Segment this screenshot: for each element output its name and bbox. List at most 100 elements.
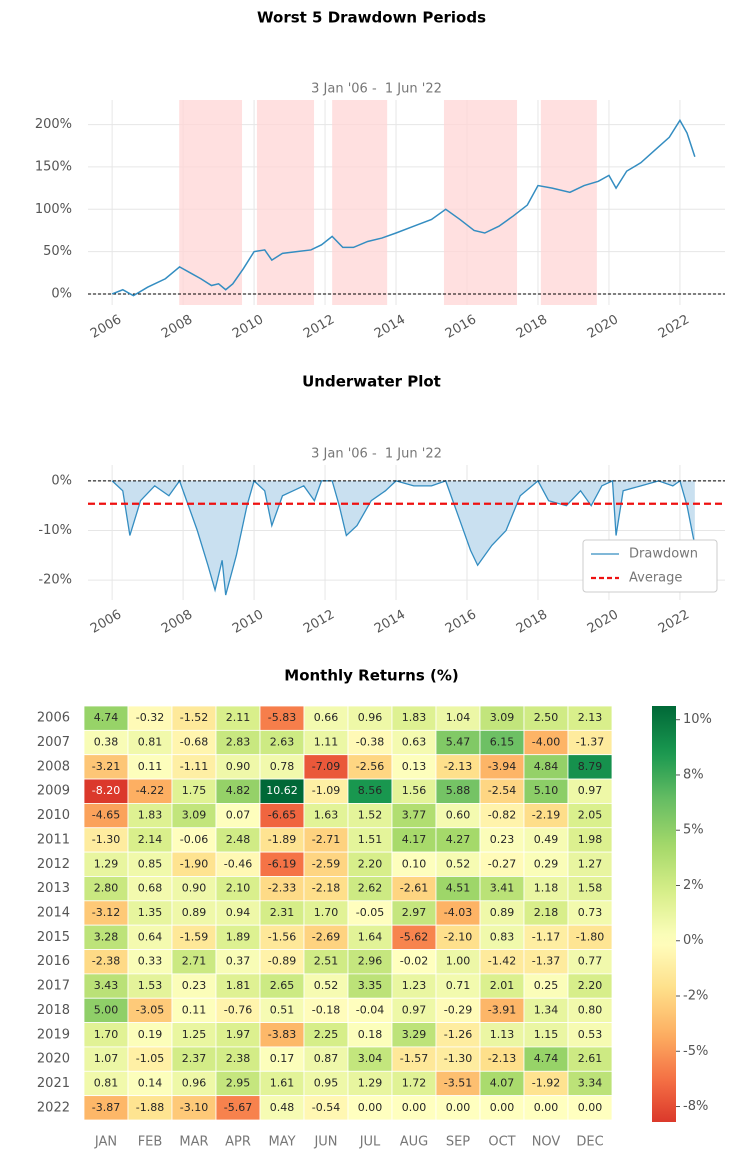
y-tick-label: 150% bbox=[35, 159, 72, 174]
heatmap-cell bbox=[215, 924, 261, 950]
cell-label: 3.09 bbox=[490, 711, 515, 724]
heatmap-cell bbox=[259, 924, 305, 950]
y-tick-label: 0% bbox=[51, 473, 72, 488]
y-tick-label: 100% bbox=[35, 202, 72, 217]
cell-label: 2.80 bbox=[94, 882, 119, 895]
cell-label: 0.90 bbox=[226, 760, 251, 773]
cell-label: -2.56 bbox=[356, 760, 384, 773]
cell-label: -1.05 bbox=[136, 1052, 164, 1065]
heatmap-cell bbox=[435, 827, 481, 853]
year-label: 2006 bbox=[37, 711, 70, 726]
cell-label: 2.05 bbox=[578, 809, 603, 822]
cell-label: 2.20 bbox=[358, 857, 383, 870]
heatmap-cell bbox=[523, 924, 569, 950]
heatmap-cell bbox=[215, 851, 261, 877]
cell-label: 8.56 bbox=[358, 784, 383, 797]
x-tick-label: 2010 bbox=[230, 607, 266, 637]
year-label: 2021 bbox=[37, 1076, 70, 1091]
heatmap-cell bbox=[127, 1095, 173, 1121]
cell-label: 1.34 bbox=[534, 1003, 559, 1016]
heatmap-cell bbox=[391, 729, 437, 756]
heatmap-cell bbox=[303, 900, 349, 926]
cell-label: 1.04 bbox=[446, 711, 471, 724]
x-tick-label: 2014 bbox=[372, 312, 408, 342]
heatmap-cell bbox=[303, 924, 349, 950]
heatmap-cell bbox=[171, 924, 217, 950]
heatmap-cell bbox=[391, 754, 437, 780]
cell-label: 0.13 bbox=[402, 760, 427, 773]
drawdown-line bbox=[111, 479, 696, 596]
cell-label: 2.18 bbox=[534, 906, 559, 919]
heatmap-cell bbox=[479, 705, 525, 731]
cell-label: -1.09 bbox=[312, 784, 340, 797]
cell-label: -0.54 bbox=[312, 1101, 340, 1114]
cell-label: 0.97 bbox=[402, 1003, 427, 1016]
cell-label: -5.62 bbox=[400, 930, 428, 943]
cell-label: 0.11 bbox=[182, 1003, 207, 1016]
heatmap-cell bbox=[171, 1046, 217, 1072]
cell-label: 1.83 bbox=[138, 809, 163, 822]
cell-label: 0.00 bbox=[402, 1101, 427, 1114]
cell-label: 6.15 bbox=[490, 736, 515, 749]
cell-label: 2.14 bbox=[138, 833, 163, 846]
cell-label: -3.51 bbox=[444, 1076, 472, 1089]
cell-label: -1.17 bbox=[532, 930, 560, 943]
cell-label: 2.83 bbox=[226, 736, 251, 749]
cell-label: 0.51 bbox=[270, 1003, 295, 1016]
heatmap-cell bbox=[347, 973, 393, 999]
heatmap-cell bbox=[523, 1095, 569, 1121]
cell-label: -4.00 bbox=[532, 736, 560, 749]
heatmap-cell bbox=[303, 1070, 349, 1097]
drawdown-span bbox=[179, 100, 243, 305]
cell-label: -0.27 bbox=[488, 857, 516, 870]
colorbar-label: 8% bbox=[683, 767, 704, 782]
cell-label: 1.15 bbox=[534, 1028, 559, 1041]
cell-label: -1.11 bbox=[180, 760, 208, 773]
drawdown-span bbox=[443, 100, 518, 305]
cell-label: -1.52 bbox=[180, 711, 208, 724]
cell-label: -1.42 bbox=[488, 955, 516, 968]
year-label: 2012 bbox=[37, 857, 70, 872]
cell-label: -0.38 bbox=[356, 736, 384, 749]
cell-label: -2.13 bbox=[444, 760, 472, 773]
x-tick-label: 2020 bbox=[585, 312, 621, 342]
cell-label: 4.27 bbox=[446, 833, 471, 846]
chart-title: Underwater Plot bbox=[302, 373, 441, 391]
heatmap-cell bbox=[567, 705, 613, 731]
cell-label: -3.91 bbox=[488, 1003, 516, 1016]
cell-label: -2.19 bbox=[532, 809, 560, 822]
cell-label: 0.89 bbox=[490, 906, 515, 919]
month-label: JAN bbox=[94, 1135, 117, 1150]
month-label: DEC bbox=[576, 1135, 603, 1150]
heatmap-cell bbox=[523, 778, 569, 804]
heatmap-cell bbox=[215, 827, 261, 853]
heatmap-cell bbox=[347, 729, 393, 756]
cell-label: -1.30 bbox=[92, 833, 120, 846]
heatmap-cell bbox=[391, 827, 437, 853]
cell-label: -2.33 bbox=[268, 882, 296, 895]
month-label: MAR bbox=[179, 1135, 208, 1150]
legend-label: Drawdown bbox=[629, 547, 698, 562]
cell-label: 1.51 bbox=[358, 833, 383, 846]
cell-label: 0.64 bbox=[138, 930, 163, 943]
month-label: AUG bbox=[400, 1135, 428, 1150]
cell-label: 4.51 bbox=[446, 882, 471, 895]
heatmap-cell bbox=[347, 924, 393, 950]
cell-label: 2.65 bbox=[270, 979, 295, 992]
cell-label: 1.75 bbox=[182, 784, 207, 797]
heatmap-cell bbox=[523, 1070, 569, 1097]
heatmap-cell bbox=[171, 851, 217, 877]
cell-label: 0.18 bbox=[358, 1028, 383, 1041]
cell-label: 2.11 bbox=[226, 711, 251, 724]
x-tick-label: 2006 bbox=[88, 607, 124, 637]
cell-label: 0.63 bbox=[402, 736, 427, 749]
cell-label: 2.37 bbox=[182, 1052, 207, 1065]
heatmap-cell bbox=[479, 778, 525, 804]
heatmap-cell bbox=[523, 949, 569, 975]
cell-label: -1.56 bbox=[268, 930, 296, 943]
cell-label: 4.74 bbox=[534, 1052, 559, 1065]
heatmap-cell bbox=[435, 729, 481, 756]
heatmap-cell bbox=[523, 705, 569, 731]
heatmap-cell bbox=[127, 827, 173, 853]
